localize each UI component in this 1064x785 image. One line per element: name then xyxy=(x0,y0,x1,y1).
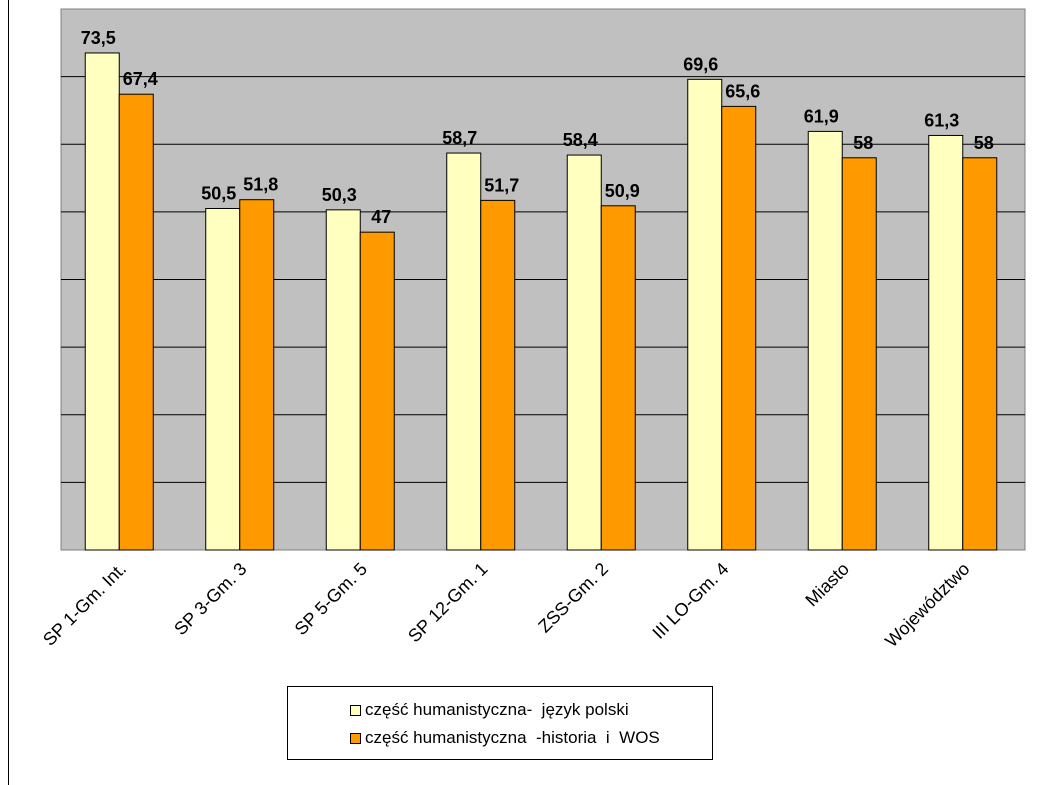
bar-history-6 xyxy=(841,157,877,551)
bar-history-4 xyxy=(600,205,636,551)
category-label-3: SP 12-Gm. 1 xyxy=(404,559,491,646)
data-label-history-4: 50,9 xyxy=(605,181,640,201)
bars xyxy=(84,52,998,551)
legend-item-polish: część humanistyczna- język polski xyxy=(350,699,629,721)
bar-polish-1 xyxy=(205,207,241,551)
bar-polish-6 xyxy=(807,130,843,551)
data-label-polish-0: 73,5 xyxy=(81,28,116,48)
legend-label-history: część humanistyczna -historia i WOS xyxy=(365,728,660,747)
data-label-history-2: 47 xyxy=(371,207,391,227)
legend-swatch-history xyxy=(350,732,361,744)
category-label-0: SP 1-Gm. Int. xyxy=(39,559,130,650)
bar-polish-3 xyxy=(446,152,482,551)
bar-polish-4 xyxy=(566,154,602,551)
bar-history-7 xyxy=(962,157,998,551)
data-label-history-5: 65,6 xyxy=(725,81,760,101)
category-label-1: SP 3-Gm. 3 xyxy=(170,559,250,639)
category-label-6: Miasto xyxy=(801,559,853,611)
data-label-polish-5: 69,6 xyxy=(683,54,718,74)
chart-frame: 73,5 67,4 50,5 51,8 50,3 47 58,7 51,7 58,4 50,9 69… xyxy=(8,0,1064,785)
data-label-history-1: 51,8 xyxy=(243,175,278,195)
bar-polish-2 xyxy=(325,209,361,551)
data-label-history-3: 51,7 xyxy=(484,175,519,195)
bar-chart: 73,5 67,4 50,5 51,8 50,3 47 58,7 51,7 58,4 50,9 69… xyxy=(39,8,1026,651)
data-label-polish-3: 58,7 xyxy=(442,128,477,148)
data-label-polish-4: 58,4 xyxy=(563,130,598,150)
data-label-history-6: 58 xyxy=(853,133,873,153)
data-label-polish-2: 50,3 xyxy=(322,185,357,205)
category-label-2: SP 5-Gm. 5 xyxy=(291,559,371,639)
data-label-polish-6: 61,9 xyxy=(804,106,839,126)
bar-history-2 xyxy=(359,231,395,551)
legend-label-polish: część humanistyczna- język polski xyxy=(365,700,629,719)
bar-polish-0 xyxy=(84,52,120,551)
category-labels: SP 1-Gm. Int. SP 3-Gm. 3 SP 5-Gm. 5 SP 12-G… xyxy=(39,559,974,651)
category-label-4: ZSS-Gm. 2 xyxy=(534,559,612,637)
legend: część humanistyczna- język polski część … xyxy=(287,686,713,760)
bar-polish-7 xyxy=(928,134,964,551)
legend-item-history: część humanistyczna -historia i WOS xyxy=(350,727,660,749)
bar-polish-5 xyxy=(687,78,723,551)
legend-swatch-polish xyxy=(350,704,361,716)
category-label-7: Województwo xyxy=(881,559,973,651)
bar-history-0 xyxy=(118,93,154,551)
data-label-history-0: 67,4 xyxy=(123,69,158,89)
data-label-polish-1: 50,5 xyxy=(201,183,236,203)
data-labels: 73,5 67,4 50,5 51,8 50,3 47 58,7 51,7 58,4 50,9 69… xyxy=(81,28,994,227)
bar-history-1 xyxy=(239,199,275,551)
bar-history-3 xyxy=(480,199,516,551)
bar-history-5 xyxy=(721,105,757,551)
category-label-5: III LO-Gm. 4 xyxy=(648,559,732,643)
data-label-history-7: 58 xyxy=(974,133,994,153)
data-label-polish-7: 61,3 xyxy=(924,110,959,130)
